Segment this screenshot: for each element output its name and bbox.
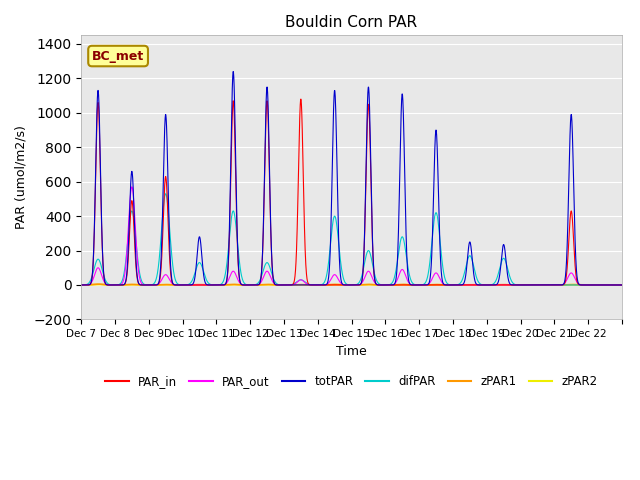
Title: Bouldin Corn PAR: Bouldin Corn PAR	[285, 15, 417, 30]
Legend: PAR_in, PAR_out, totPAR, difPAR, zPAR1, zPAR2: PAR_in, PAR_out, totPAR, difPAR, zPAR1, …	[100, 371, 603, 393]
X-axis label: Time: Time	[336, 345, 367, 358]
Y-axis label: PAR (umol/m2/s): PAR (umol/m2/s)	[15, 125, 28, 229]
Text: BC_met: BC_met	[92, 49, 144, 62]
